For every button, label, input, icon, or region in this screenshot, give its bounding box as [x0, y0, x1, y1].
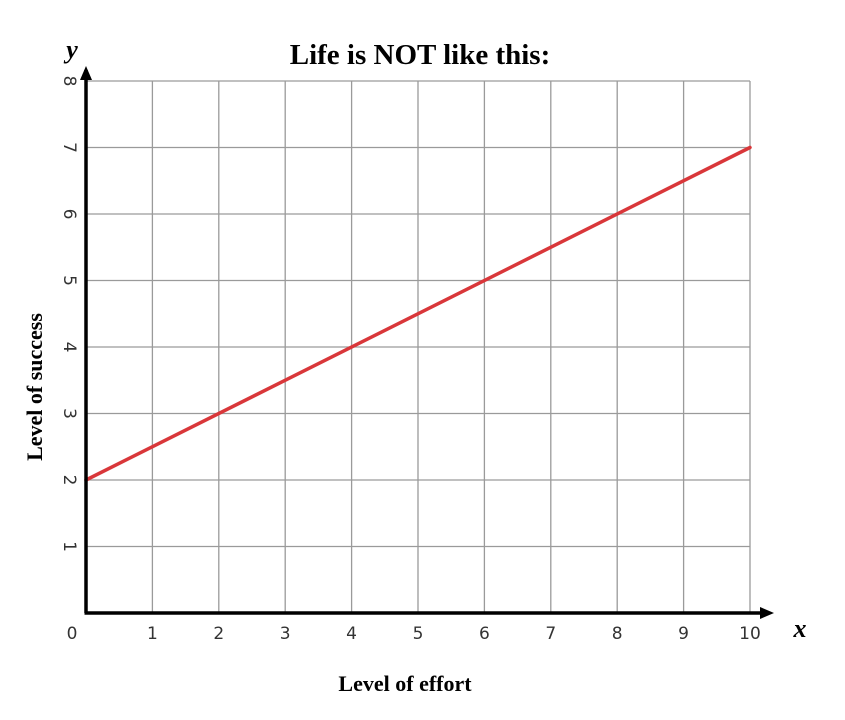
y-axis-label: Level of success	[22, 313, 47, 461]
x-axis-symbol: x	[793, 614, 807, 643]
y-tick-label: 8	[59, 76, 79, 87]
x-axis-label: Level of effort	[338, 671, 472, 696]
x-tick-label: 3	[280, 624, 291, 644]
x-tick-label: 6	[479, 624, 490, 644]
y-tick-label: 3	[59, 408, 79, 419]
y-tick-label: 5	[59, 275, 79, 286]
series-layer	[84, 145, 752, 482]
y-tick-label: 1	[59, 541, 79, 552]
x-tick-label: 9	[678, 624, 689, 644]
x-tick-label: 8	[612, 624, 623, 644]
axes	[80, 66, 774, 619]
x-tick-label: 7	[545, 624, 556, 644]
y-tick-label: 4	[59, 342, 79, 353]
x-axis-arrow-icon	[760, 607, 774, 619]
grid	[86, 80, 751, 613]
x-tick-label: 0	[67, 624, 78, 644]
y-tick-label: 7	[59, 142, 79, 153]
tick-labels: 0 1 2 3 4 5 6 7 8 9 10 1 2 3 4 5 6 7 8	[59, 76, 761, 644]
y-tick-label: 6	[59, 209, 79, 220]
y-axis-symbol: y	[63, 35, 78, 64]
x-tick-label: 1	[147, 624, 158, 644]
series-line	[84, 145, 752, 482]
x-tick-label: 2	[213, 624, 224, 644]
x-tick-label: 5	[413, 624, 424, 644]
y-tick-label: 2	[59, 475, 79, 486]
x-tick-label: 4	[346, 624, 357, 644]
x-tick-label: 10	[739, 624, 761, 644]
y-axis-arrow-icon	[80, 66, 92, 80]
chart-title: Life is NOT like this:	[290, 39, 551, 71]
